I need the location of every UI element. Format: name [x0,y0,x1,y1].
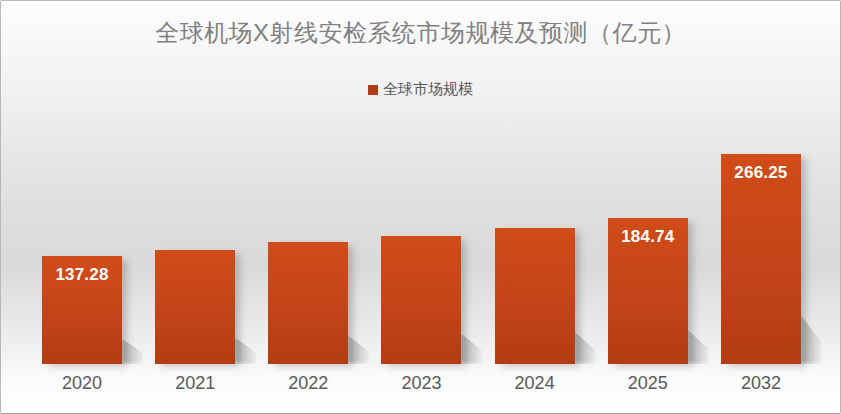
bar-ground-shadow [574,331,596,364]
plot-area: 137.28 184.74 266.25 [42,111,801,364]
x-axis-label-2021: 2021 [155,373,235,394]
legend-swatch-icon [368,85,378,95]
bar-2023[interactable] [381,236,461,364]
x-axis: 2020 2021 2022 2023 2024 2025 2032 [42,373,801,394]
data-label-2020: 137.28 [42,265,122,285]
x-axis-label-2032: 2032 [721,373,801,394]
legend-label: 全球市场规模 [383,80,473,99]
data-label-2025: 184.74 [608,227,688,247]
bar-2025[interactable]: 184.74 [608,218,688,364]
bar-2022[interactable] [268,242,348,364]
bar-chart: 全球机场X射线安检系统市场规模及预测（亿元） 全球市场规模 137.28 184.… [0,0,841,414]
chart-title: 全球机场X射线安检系统市场规模及预测（亿元） [1,17,840,48]
x-axis-label-2024: 2024 [495,373,575,394]
bar-ground-shadow [800,314,822,364]
x-axis-label-2020: 2020 [42,373,122,394]
bar-ground-shadow [121,338,143,364]
bar-2024[interactable] [495,228,575,364]
data-label-2032: 266.25 [721,163,801,183]
legend[interactable]: 全球市场规模 [1,80,840,99]
x-axis-label-2022: 2022 [268,373,348,394]
bar-2021[interactable] [155,250,235,364]
x-axis-label-2025: 2025 [608,373,688,394]
bar-2032[interactable]: 266.25 [721,154,801,364]
x-axis-label-2023: 2023 [381,373,461,394]
bar-ground-shadow [347,335,369,364]
bar-2020[interactable]: 137.28 [42,256,122,364]
bar-ground-shadow [234,337,256,364]
bar-ground-shadow [460,333,482,364]
bar-ground-shadow [687,329,709,364]
